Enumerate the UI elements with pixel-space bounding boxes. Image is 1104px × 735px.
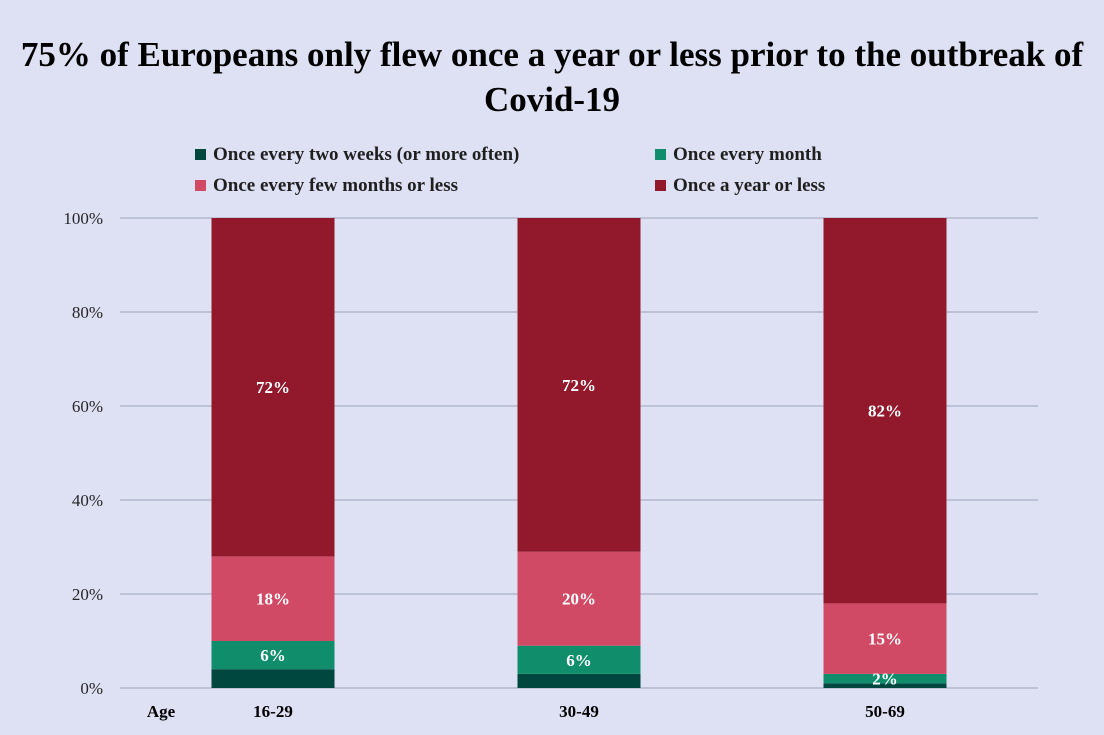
bar-16-29-series-3 <box>211 218 335 557</box>
data-label-16-29-series-3: 72% <box>256 378 290 397</box>
bar-50-69-series-0 <box>823 683 947 688</box>
chart-title: 75% of Europeans only flew once a year o… <box>20 35 1084 119</box>
legend-swatch-two-weeks <box>195 149 206 160</box>
legend-label-two-weeks: Once every two weeks (or more often) <box>213 143 520 165</box>
bar-50-69-series-3 <box>823 218 947 604</box>
y-tick-label-80: 80% <box>72 303 103 322</box>
legend-label-year: Once a year or less <box>673 174 826 196</box>
data-labels: 6% 18% 72% 6% 20% 72% 2% 15% 82% <box>256 376 902 689</box>
data-label-30-49-series-2: 20% <box>562 590 596 609</box>
x-axis-label: Age <box>147 702 176 721</box>
x-tick-label-30-49: 30-49 <box>559 702 599 721</box>
bar-16-29-series-2 <box>211 556 335 641</box>
y-tick-label-40: 40% <box>72 491 103 510</box>
legend-label-few-months: Once every few months or less <box>213 174 459 196</box>
bar-16-29-series-1 <box>211 641 335 670</box>
legend: Once every two weeks (or more often) Onc… <box>195 143 955 197</box>
legend-item-few-months: Once every few months or less <box>195 174 655 197</box>
bar-50-69-series-2 <box>823 603 947 674</box>
data-label-30-49-series-1: 6% <box>566 651 592 670</box>
y-tick-label-60: 60% <box>72 397 103 416</box>
axes: 0% 20% 40% 60% 80% 100% 16-29 30-49 50-69 Age <box>63 209 905 721</box>
legend-label-month: Once every month <box>673 143 822 165</box>
bar-30-49-series-3 <box>517 218 641 552</box>
legend-swatch-month <box>655 149 666 160</box>
y-tick-label-20: 20% <box>72 585 103 604</box>
bar-16-29-series-0 <box>211 669 335 688</box>
bar-30-49-series-1 <box>517 645 641 674</box>
legend-item-month: Once every month <box>655 143 955 166</box>
data-label-16-29-series-2: 18% <box>256 590 290 609</box>
data-label-30-49-series-3: 72% <box>562 376 596 395</box>
data-label-50-69-series-2: 15% <box>868 630 902 649</box>
bars <box>211 218 947 688</box>
x-tick-label-16-29: 16-29 <box>253 702 293 721</box>
legend-swatch-few-months <box>195 180 206 191</box>
data-label-50-69-series-1: 2% <box>872 670 898 689</box>
bar-30-49-series-2 <box>517 551 641 646</box>
bar-50-69-series-1 <box>823 673 947 684</box>
y-tick-label-0: 0% <box>80 679 103 698</box>
x-tick-label-50-69: 50-69 <box>865 702 905 721</box>
legend-item-year: Once a year or less <box>655 174 955 197</box>
data-label-50-69-series-3: 82% <box>868 402 902 421</box>
legend-swatch-year <box>655 180 666 191</box>
data-label-16-29-series-1: 6% <box>260 646 286 665</box>
bar-30-49-series-0 <box>517 673 641 688</box>
legend-item-two-weeks: Once every two weeks (or more often) <box>195 143 655 166</box>
y-tick-label-100: 100% <box>63 209 103 228</box>
